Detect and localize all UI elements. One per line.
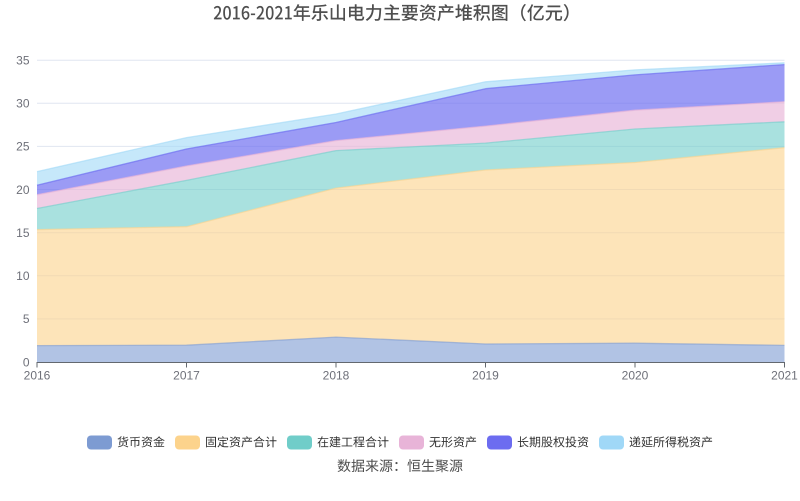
svg-text:0: 0 [23,355,30,369]
svg-text:25: 25 [16,140,30,154]
svg-text:2021: 2021 [771,369,798,383]
svg-text:35: 35 [16,54,30,68]
svg-text:2016: 2016 [24,369,51,383]
svg-text:2020: 2020 [622,369,649,383]
svg-text:2018: 2018 [323,369,350,383]
svg-text:15: 15 [16,226,30,240]
svg-text:20: 20 [16,183,30,197]
svg-text:2019: 2019 [472,369,499,383]
svg-text:10: 10 [16,269,30,283]
svg-text:30: 30 [16,97,30,111]
svg-text:2017: 2017 [173,369,200,383]
svg-text:5: 5 [23,312,30,326]
